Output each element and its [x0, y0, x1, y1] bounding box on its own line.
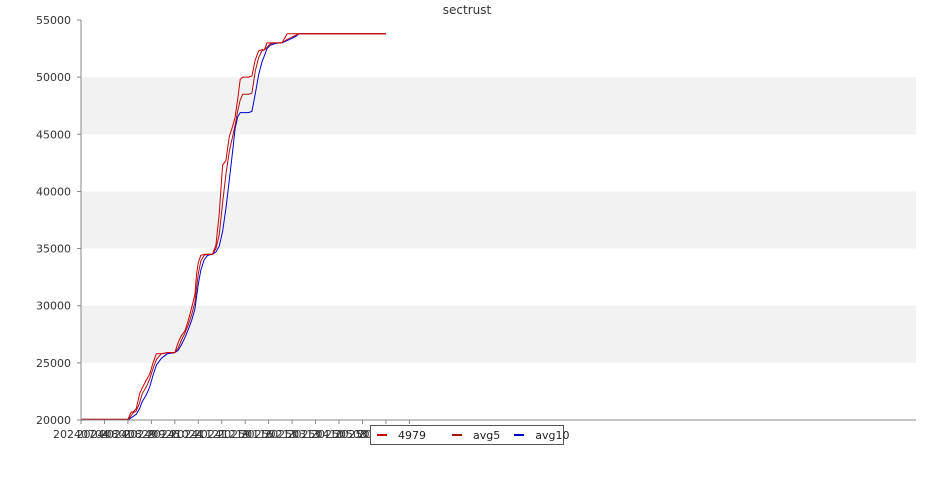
background-band: [81, 305, 916, 363]
background-band: [81, 77, 916, 135]
series-line-avg10: [81, 33, 386, 420]
legend-label: avg10: [535, 428, 570, 442]
x-tick-label: 20250116: [217, 428, 273, 441]
x-tick-label: 20241121: [170, 428, 226, 441]
x-tick-label: 20241024: [147, 428, 203, 441]
legend-label: avg5: [473, 428, 501, 442]
y-tick-label: 30000: [36, 300, 71, 313]
x-tick-label: 20250508: [311, 428, 367, 441]
y-tick-label: 55000: [36, 14, 71, 27]
legend-item-avg10: avg10: [514, 429, 569, 442]
axes: [80, 20, 916, 421]
y-axis-ticks: 20000 25000 30000 35000 40000 45000 50000 55000: [36, 14, 81, 427]
y-tick-label: 40000: [36, 185, 71, 198]
x-tick-label: 20250410: [288, 428, 344, 441]
y-tick-label: 20000: [36, 414, 71, 427]
legend-item-4979: 4979: [377, 429, 426, 442]
series-line-4979: [81, 33, 386, 420]
legend-swatch-avg5: [452, 434, 462, 436]
x-tick-label: 20250313: [264, 428, 320, 441]
x-tick-label: 20240801: [76, 428, 132, 441]
y-tick-label: 50000: [36, 71, 71, 84]
x-tick-label: 20240926: [123, 428, 179, 441]
y-tick-label: 35000: [36, 243, 71, 256]
y-tick-label: 45000: [36, 128, 71, 141]
x-tick-label: 20241219: [194, 428, 250, 441]
legend-swatch-4979: [377, 434, 387, 436]
y-tick-label: 25000: [36, 357, 71, 370]
legend: 4979 avg5 avg10: [370, 425, 569, 445]
background-band: [81, 191, 916, 249]
chart-title: sectrust: [443, 3, 492, 17]
legend-item-avg5: avg5: [452, 429, 500, 442]
legend-label: 4979: [398, 428, 426, 442]
x-tick-label: 20240704: [53, 428, 109, 441]
background-bands: [81, 77, 916, 363]
series-layer: [81, 33, 386, 420]
series-line-avg5: [81, 33, 386, 420]
legend-swatch-avg10: [514, 434, 525, 436]
x-tick-label: 20250213: [241, 428, 297, 441]
x-tick-label: 20240829: [100, 428, 156, 441]
